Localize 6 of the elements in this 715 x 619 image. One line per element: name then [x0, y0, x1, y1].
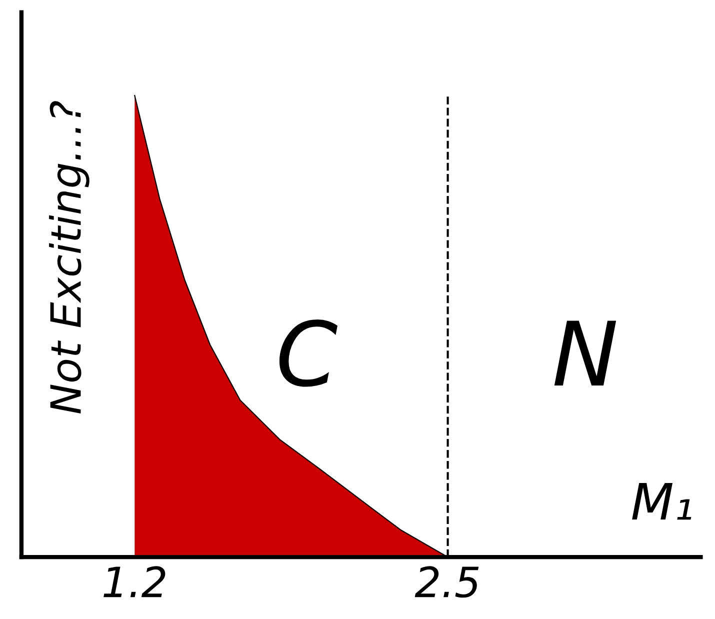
y-axis-title: Not Exciting...? — [49, 101, 90, 414]
x-tick-label: 2.5 — [414, 566, 479, 598]
annotation: N — [554, 320, 616, 386]
x-tick-label: 1.2 — [104, 566, 166, 598]
annotation: C — [279, 320, 338, 387]
x-axis-title: M₁ — [632, 483, 692, 520]
